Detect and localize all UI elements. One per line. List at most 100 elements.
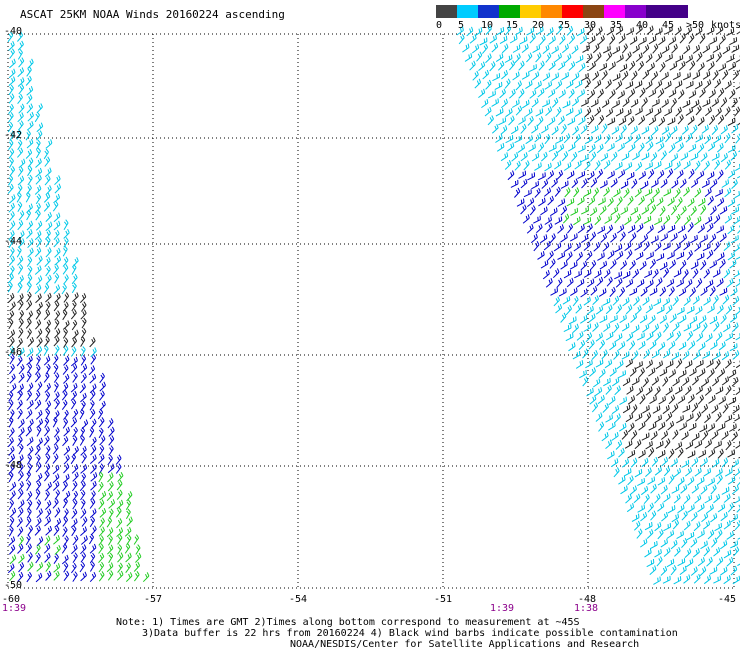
- wind-barb: [633, 296, 640, 306]
- wind-barb: [63, 454, 70, 465]
- wind-barb: [685, 54, 693, 64]
- wind-barb: [665, 412, 673, 422]
- wind-barb: [469, 60, 476, 71]
- wind-barb: [709, 315, 718, 325]
- wind-barb: [35, 346, 43, 357]
- wind-barb: [17, 463, 24, 474]
- wind-barb: [43, 192, 51, 203]
- wind-barb: [7, 281, 13, 293]
- wind-barb: [723, 493, 731, 503]
- wind-barb: [560, 124, 567, 135]
- wind-barb: [98, 571, 105, 582]
- wind-barb: [537, 251, 545, 260]
- wind-barb: [716, 225, 724, 234]
- wind-barb: [80, 489, 86, 501]
- wind-barb: [735, 55, 740, 63]
- wind-barb: [626, 502, 635, 513]
- legend-swatch: [499, 5, 520, 18]
- wind-barb: [634, 361, 643, 370]
- wind-barb: [640, 287, 648, 297]
- wind-barb: [9, 383, 17, 393]
- wind-barb: [663, 523, 672, 532]
- wind-barb: [89, 390, 96, 401]
- wind-barb: [134, 571, 140, 582]
- wind-barb: [610, 458, 619, 468]
- wind-barb: [572, 323, 579, 334]
- wind-barb: [62, 256, 69, 267]
- wind-barb: [706, 359, 714, 368]
- wind-barb: [590, 260, 597, 271]
- wind-barb: [627, 475, 634, 486]
- wind-barb: [668, 394, 676, 405]
- lon-label-60: -60: [2, 594, 21, 605]
- wind-barb: [89, 409, 96, 420]
- wind-barb: [580, 314, 588, 324]
- wind-barb: [620, 206, 629, 215]
- wind-barb: [26, 300, 33, 311]
- wind-barb: [18, 418, 25, 429]
- wind-barb: [568, 88, 575, 99]
- wind-barb: [645, 467, 652, 477]
- wind-barb: [61, 554, 69, 565]
- wind-barb: [630, 99, 639, 108]
- wind-barb: [682, 99, 691, 109]
- wind-barb: [724, 468, 733, 477]
- wind-barb: [611, 126, 620, 135]
- wind-barb: [723, 520, 731, 530]
- wind-barb: [35, 210, 41, 221]
- wind-barb: [722, 294, 730, 305]
- wind-barb: [683, 574, 691, 584]
- wind-barb: [63, 409, 69, 421]
- wind-barb: [485, 53, 492, 64]
- wind-barb: [521, 43, 529, 53]
- wind-barb: [589, 207, 598, 217]
- wind-barb: [615, 440, 623, 450]
- wind-barb: [660, 430, 669, 440]
- wind-barb: [17, 390, 23, 401]
- wind-barb: [721, 457, 729, 468]
- wind-barb: [54, 256, 62, 266]
- wind-barb: [478, 88, 486, 98]
- wind-barb: [487, 90, 496, 99]
- wind-barb: [99, 508, 107, 518]
- wind-barb: [8, 399, 14, 411]
- wind-barb: [646, 558, 655, 568]
- wind-barb: [679, 314, 687, 324]
- wind-barb: [27, 552, 33, 563]
- wind-barb: [499, 35, 508, 45]
- wind-barb: [679, 259, 687, 270]
- wind-barb: [719, 232, 727, 243]
- wind-barb: [26, 310, 34, 321]
- wind-barb: [576, 331, 584, 341]
- wind-barb: [710, 205, 717, 216]
- wind-barb: [53, 427, 60, 438]
- wind-barb: [26, 571, 33, 583]
- wind-barb: [569, 233, 578, 242]
- wind-barb: [653, 187, 660, 198]
- wind-barb: [35, 552, 41, 564]
- wind-barb: [601, 70, 608, 81]
- wind-barb: [35, 355, 41, 366]
- wind-barb: [689, 367, 697, 377]
- wind-barb: [534, 80, 542, 90]
- wind-barb: [525, 80, 533, 90]
- wind-barb: [595, 52, 602, 63]
- wind-barb: [672, 322, 680, 332]
- wind-barb: [713, 440, 722, 449]
- wind-barb: [541, 99, 550, 108]
- wind-barb: [17, 49, 23, 60]
- wind-barb: [107, 481, 114, 492]
- wind-barb: [651, 98, 660, 107]
- wind-barb: [668, 143, 676, 154]
- wind-barb: [677, 395, 686, 404]
- wind-barb: [35, 293, 42, 304]
- wind-barb: [624, 241, 632, 251]
- wind-barb: [588, 115, 595, 126]
- wind-barb: [625, 413, 634, 423]
- wind-barb: [729, 37, 738, 46]
- wind-barb: [729, 423, 737, 432]
- wind-barb: [9, 247, 15, 258]
- wind-barb: [534, 132, 542, 143]
- wind-barb: [571, 151, 578, 162]
